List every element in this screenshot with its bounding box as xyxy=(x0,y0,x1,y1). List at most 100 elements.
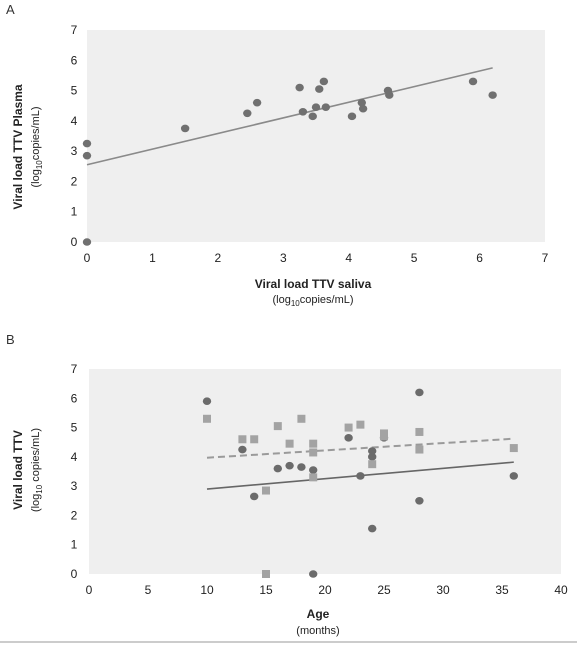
chart-b-square-point xyxy=(309,448,318,457)
chart-b-x-tick-label: 20 xyxy=(318,583,332,597)
chart-a-circle-point xyxy=(358,104,368,113)
chart-b-square-point xyxy=(262,570,270,578)
chart-a-circle-point xyxy=(298,107,308,116)
chart-b-square-point xyxy=(309,439,318,448)
chart-a-circle-point xyxy=(308,112,317,121)
chart-b-trendline-dashed xyxy=(206,437,514,459)
chart-b-x-tick-label: 40 xyxy=(554,583,568,597)
chart-a-circle-point xyxy=(82,238,92,246)
chart-b-y-tick-label: 6 xyxy=(71,391,78,405)
chart-b-circle-point xyxy=(368,453,377,461)
chart-b-y-tick-label: 3 xyxy=(71,479,78,493)
chart-a-circle-point xyxy=(321,103,331,112)
chart-a-circle-point xyxy=(315,85,324,93)
chart-a-yunit: (log10copies/mL) xyxy=(30,106,44,187)
chart-b-circle-point xyxy=(368,447,377,455)
chart-a-y-tick-label: 1 xyxy=(71,205,78,219)
chart-b-circle-point xyxy=(285,461,294,470)
chart-b-square-point xyxy=(415,445,424,454)
chart-b-circle-point xyxy=(415,496,424,505)
chart-a-x-tick-label: 5 xyxy=(411,251,418,265)
chart-b-x-tick-label: 35 xyxy=(495,583,509,597)
panel-b-label: B xyxy=(6,332,15,347)
chart-b-square-point xyxy=(309,473,318,482)
chart-a-x-tick-label: 7 xyxy=(542,251,549,265)
chart-b-x-tick-label: 30 xyxy=(436,583,450,597)
chart-b-circle-point xyxy=(509,472,518,480)
chart-b-xunit: (months) xyxy=(296,625,339,637)
chart-a-circle-point xyxy=(252,98,262,107)
chart-a-circle-point xyxy=(385,91,394,99)
chart-a-xunit: (log10copies/mL) xyxy=(272,294,353,308)
chart-b-square-point xyxy=(509,444,518,453)
chart-a-x-tick-label: 1 xyxy=(149,251,156,265)
chart-a-y-tick-label: 5 xyxy=(71,84,78,98)
chart-a-circle-point xyxy=(180,124,190,133)
chart-b-circle-point xyxy=(297,463,306,471)
chart-b-square-point xyxy=(344,423,353,432)
chart-b-y-tick-label: 0 xyxy=(71,567,78,581)
chart-a-y-tick-label: 7 xyxy=(71,23,78,37)
panel-a-label: A xyxy=(6,2,15,17)
chart-a-x-tick-label: 3 xyxy=(280,251,287,265)
chart-b-square-point xyxy=(297,414,306,423)
chart-a-circle-point xyxy=(82,139,92,148)
chart-b-circle-point xyxy=(309,570,318,578)
chart-a-circle-point xyxy=(357,98,366,107)
chart-b-square-point xyxy=(238,435,247,444)
chart-a-circle-point xyxy=(488,91,497,99)
chart-a-y-tick-label: 2 xyxy=(71,174,78,188)
chart-a-x-tick-label: 0 xyxy=(84,251,91,265)
chart-b-square-point xyxy=(262,486,270,495)
chart-b-square-point xyxy=(250,435,259,444)
chart-b-circle-point xyxy=(202,397,212,406)
chart-a-y-tick-label: 3 xyxy=(71,144,78,158)
chart-b-y-tick-label: 4 xyxy=(71,450,78,464)
chart-a-ylabel: Viral load TTV Plasma xyxy=(11,84,25,209)
chart-b-plot-area xyxy=(89,369,561,574)
chart-b-x-tick-label: 15 xyxy=(259,583,273,597)
chart-a-y-tick-label: 0 xyxy=(71,235,78,249)
chart-b-y-tick-label: 7 xyxy=(71,362,78,376)
chart-b-circle-point xyxy=(309,466,318,474)
chart-b-circle-point xyxy=(344,434,353,442)
chart-b-x-tick-label: 0 xyxy=(86,583,93,597)
chart-a-circle-point xyxy=(311,103,321,112)
chart-a-xlabel: Viral load TTV saliva xyxy=(255,277,372,291)
chart-a-circle-point xyxy=(468,77,478,86)
chart-a-circle-point xyxy=(319,77,329,86)
chart-a-plot-area xyxy=(87,30,545,242)
chart-a-circle-point xyxy=(295,83,304,92)
chart-b-circle-point xyxy=(415,388,424,397)
chart-b-square-point xyxy=(380,432,388,441)
chart-b-square-point xyxy=(415,427,424,436)
chart-b-y-tick-label: 2 xyxy=(71,508,78,522)
chart-b-circle-point xyxy=(250,492,259,501)
chart-b-ylabel: Viral load TTV xyxy=(11,430,25,510)
chart-a-circle-point xyxy=(243,109,252,118)
chart-a-trendline-solid xyxy=(86,67,493,166)
chart-b-x-tick-label: 25 xyxy=(377,583,391,597)
chart-b-x-tick-label: 10 xyxy=(200,583,214,597)
chart-b-square-point xyxy=(368,460,377,469)
chart-a-y-tick-label: 6 xyxy=(71,53,78,67)
chart-a-x-tick-label: 6 xyxy=(476,251,483,265)
chart-b-y-tick-label: 1 xyxy=(71,538,78,552)
chart-b-square-point xyxy=(356,420,365,429)
chart-b-square-point xyxy=(203,414,211,423)
chart-b-x-tick-label: 5 xyxy=(145,583,152,597)
chart-b-circle-point xyxy=(356,472,365,480)
chart-a-x-tick-label: 4 xyxy=(345,251,352,265)
chart-b-circle-point xyxy=(273,464,282,473)
chart-b-square-point xyxy=(273,422,282,431)
chart-b-circle-point xyxy=(238,445,247,454)
chart-b-xlabel: Age xyxy=(307,607,330,621)
chart-a-y-tick-label: 4 xyxy=(71,114,78,128)
chart-b-y-tick-label: 5 xyxy=(71,421,78,435)
chart-b-square-point xyxy=(285,439,294,448)
chart-a-circle-point xyxy=(82,151,92,160)
chart-a-x-tick-label: 2 xyxy=(215,251,222,265)
chart-b-yunit: (log10 copies/mL) xyxy=(30,428,44,512)
chart-a-circle-point xyxy=(347,112,357,121)
